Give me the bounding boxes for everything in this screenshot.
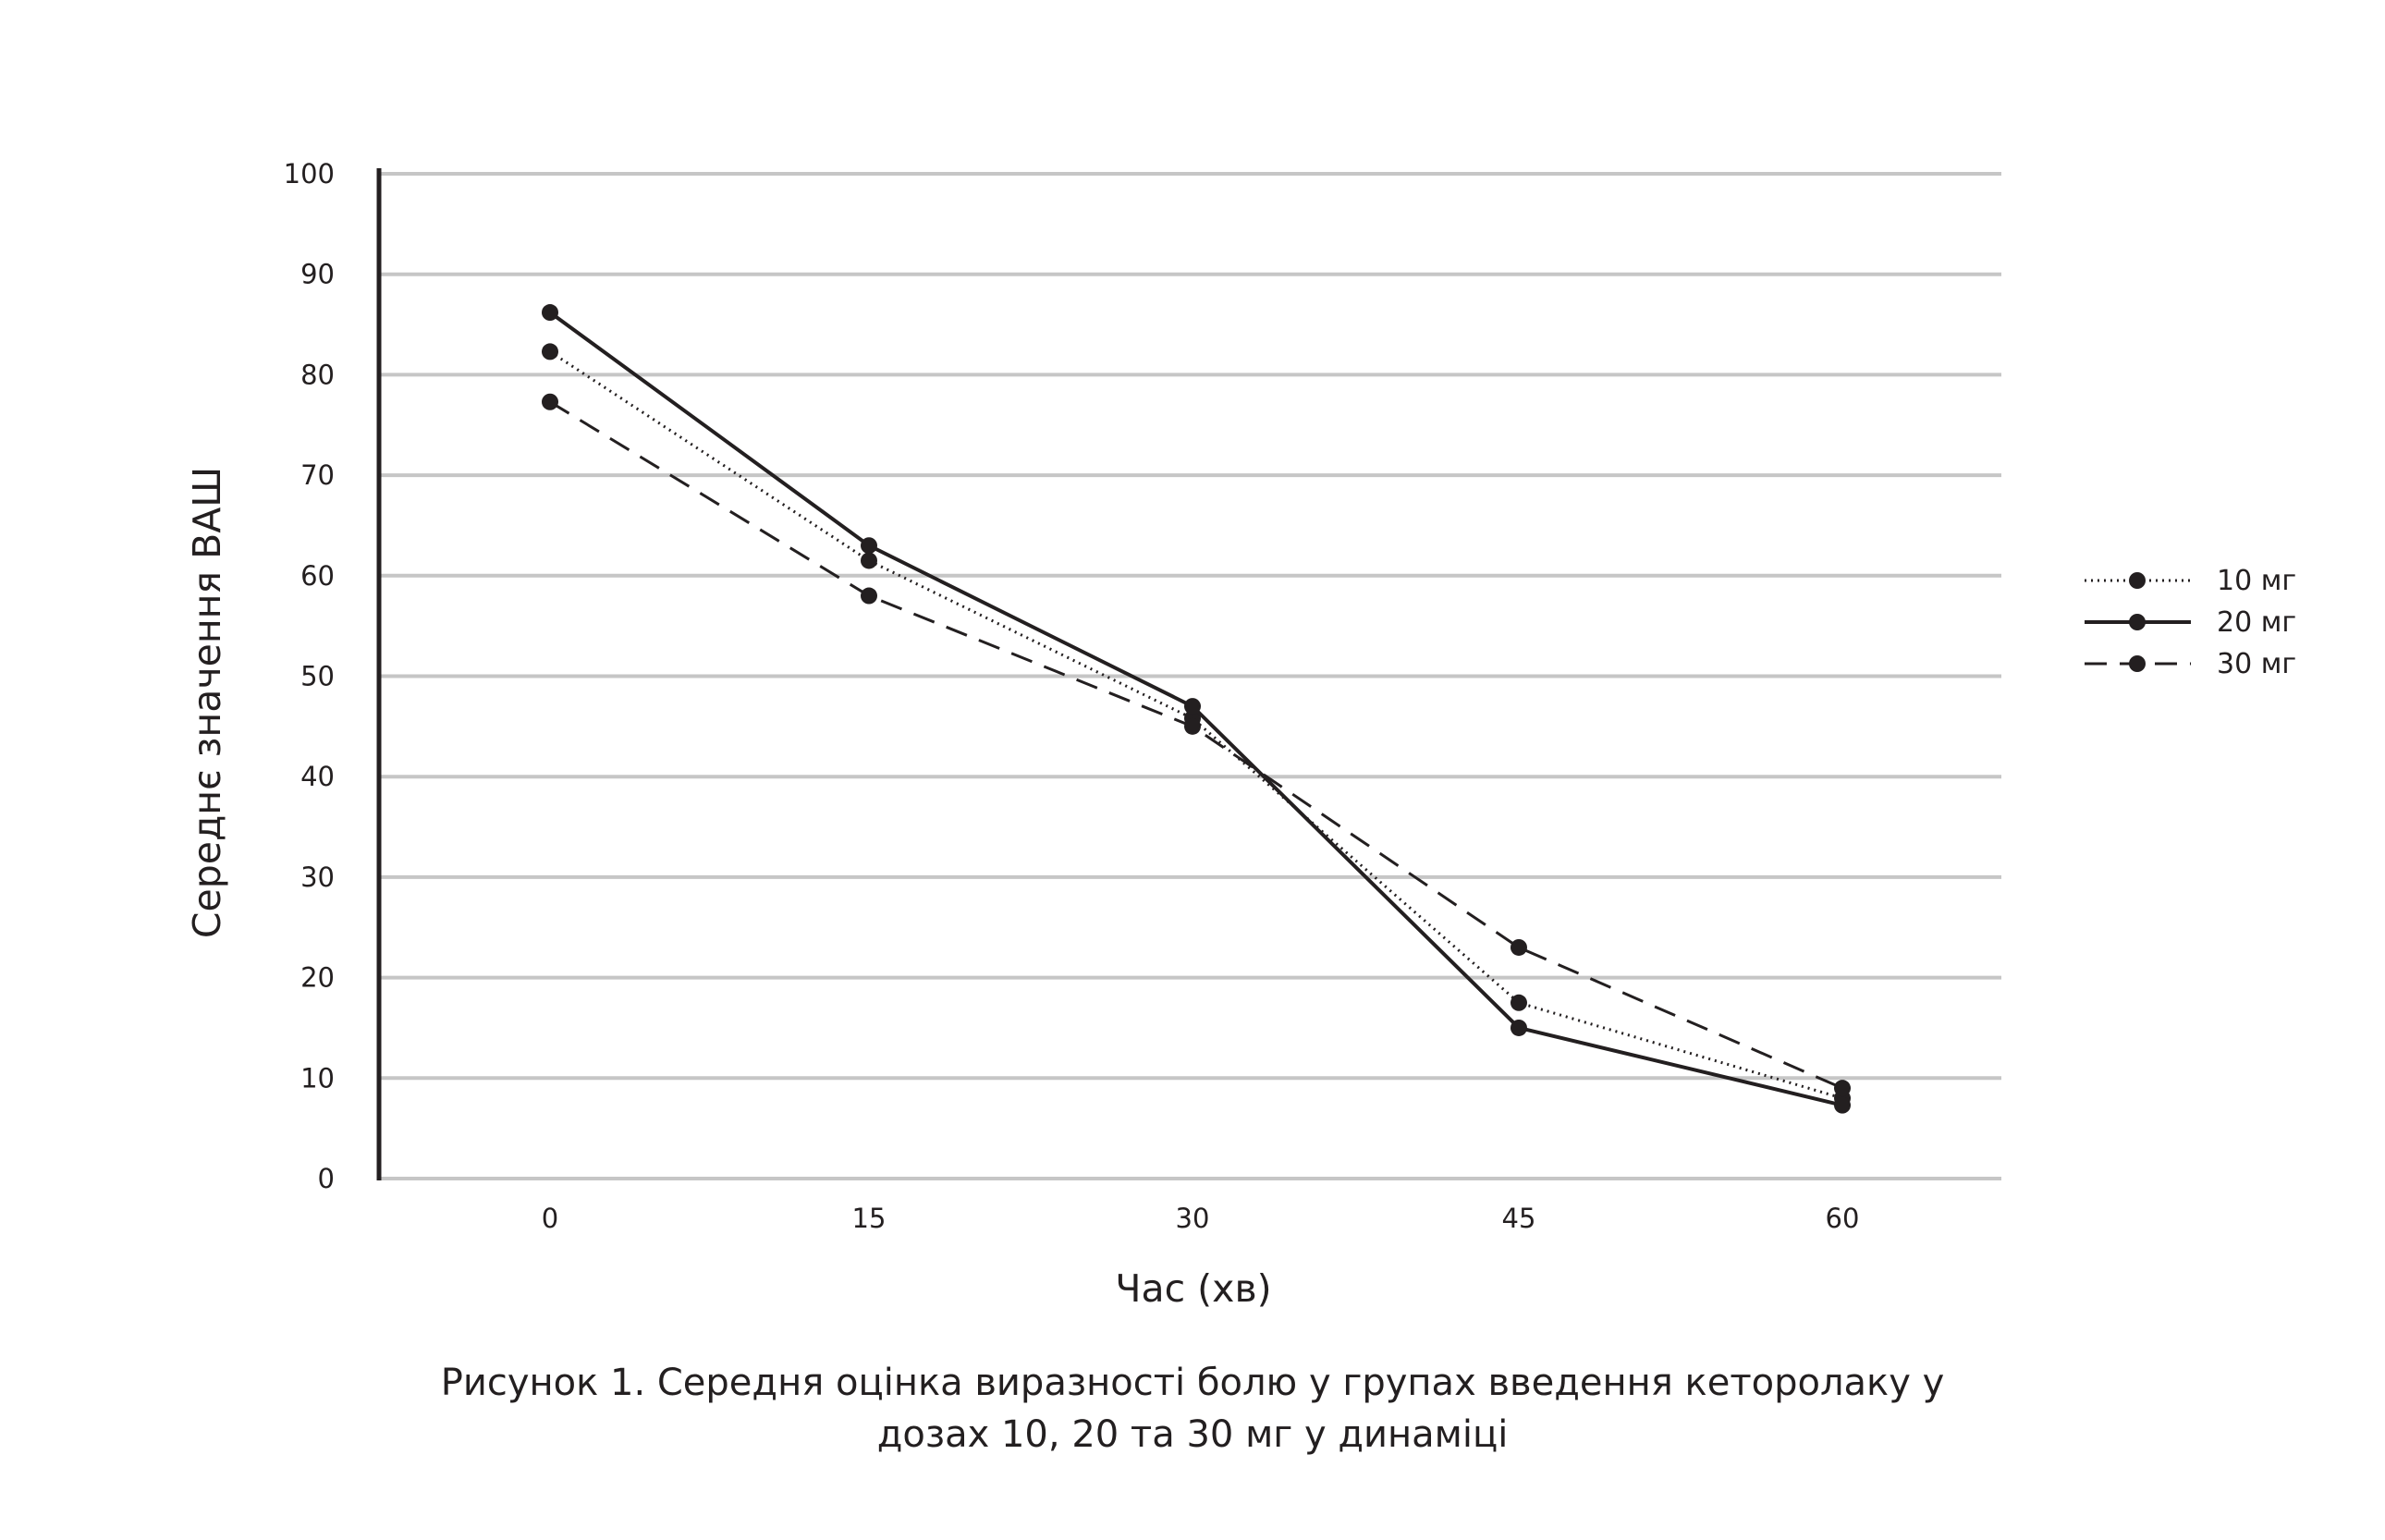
y-tick-label-70: 70 (300, 459, 335, 491)
series-3-point-60 (1834, 1080, 1851, 1097)
legend: 10 мг 20 мг 30 мг (2085, 565, 2296, 680)
x-tick-label-45: 45 (1502, 1203, 1536, 1234)
series-3-point-30 (1184, 717, 1201, 735)
y-tick-label-100: 100 (284, 158, 335, 189)
series-2-point-0 (542, 304, 558, 322)
legend-item-3: 30 мг (2085, 648, 2296, 680)
series-2-point-45 (1510, 1019, 1527, 1036)
series-3-point-0 (542, 393, 558, 410)
series-3-line (549, 400, 1843, 1090)
y-tick-label-80: 80 (300, 359, 335, 390)
y-tick-label-40: 40 (300, 761, 335, 792)
y-tick-labels: 0 10 20 30 40 50 60 70 80 90 100 (284, 158, 335, 1194)
legend-label-1: 10 мг (2217, 565, 2296, 597)
y-tick-label-60: 60 (300, 560, 335, 592)
series-2-point-30 (1184, 698, 1201, 715)
legend-swatch-marker-3 (2129, 655, 2146, 672)
y-tick-label-0: 0 (318, 1163, 335, 1194)
legend-swatch-marker-1 (2129, 572, 2146, 589)
gridlines (379, 172, 2001, 1180)
x-axis-title: Час (хв) (1115, 1266, 1271, 1311)
series-3-point-45 (1510, 938, 1527, 956)
caption-line-2: дозах 10, 20 та 30 мг у динаміці (876, 1413, 1509, 1456)
figure-caption: Рисунок 1. Середня оцінка виразності бол… (0, 1357, 2385, 1461)
data-series (542, 304, 1851, 1114)
legend-item-1: 10 мг (2085, 565, 2296, 597)
series-3-point-15 (861, 587, 877, 605)
series-1-point-15 (861, 552, 877, 569)
series-1-point-0 (542, 343, 558, 361)
y-tick-label-50: 50 (300, 661, 335, 692)
caption-line-1: Рисунок 1. Середня оцінка виразності бол… (440, 1362, 1945, 1404)
legend-label-3: 30 мг (2217, 648, 2296, 680)
series-2-point-15 (861, 537, 877, 555)
series-1-line (549, 350, 1843, 1100)
y-axis-title: Середнє значення ВАШ (185, 467, 229, 938)
y-tick-label-10: 10 (300, 1062, 335, 1094)
y-tick-label-20: 20 (300, 962, 335, 994)
legend-swatch-marker-2 (2129, 614, 2146, 630)
series-1-point-45 (1510, 994, 1527, 1011)
y-tick-label-30: 30 (300, 862, 335, 893)
series-2 (542, 304, 1851, 1114)
x-tick-labels: 0 15 30 45 60 (542, 1203, 1860, 1234)
series-2-point-60 (1834, 1096, 1851, 1114)
legend-label-2: 20 мг (2217, 606, 2296, 639)
x-tick-label-0: 0 (542, 1203, 558, 1234)
legend-item-2: 20 мг (2085, 606, 2296, 639)
series-3 (542, 393, 1851, 1097)
x-tick-label-15: 15 (852, 1203, 887, 1234)
x-tick-label-60: 60 (1826, 1203, 1860, 1234)
x-tick-label-30: 30 (1176, 1203, 1210, 1234)
y-tick-label-90: 90 (300, 259, 335, 290)
